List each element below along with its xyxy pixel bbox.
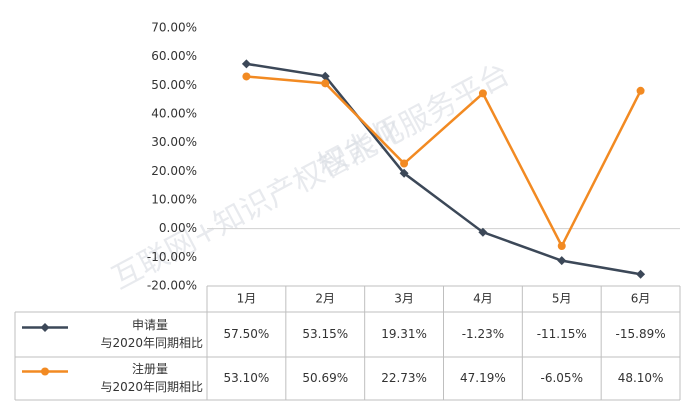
point [40,323,50,332]
table-value: 19.31% [381,327,427,341]
table-value: 50.69% [302,371,348,385]
table-value: -6.05% [541,371,583,385]
x-tick-label: 5月 [552,292,572,306]
table-value: -1.23% [462,327,504,341]
series-line [246,75,642,249]
legend-sublabel: 与2020年同期相比 [100,380,203,394]
x-tick-label: 4月 [473,292,493,306]
point [400,159,409,168]
x-tick-label: 3月 [394,292,414,306]
point [41,367,49,376]
y-tick-label: -20.00% [147,279,197,293]
table-value: 53.10% [224,371,270,385]
point [478,89,487,98]
y-tick-label: 20.00% [151,164,197,178]
point [557,242,566,251]
y-tick-label: 40.00% [151,107,197,121]
series-line [246,62,641,276]
point [242,72,251,81]
y-tick-label: 30.00% [151,135,197,149]
x-tick-label: 2月 [315,292,335,306]
point [321,79,330,88]
y-tick-label: 0.00% [159,221,197,235]
x-tick-label: 1月 [237,292,257,306]
table-value: -15.89% [616,327,666,341]
legend-label: 注册量 [132,361,168,376]
y-tick-label: -10.00% [147,250,197,264]
point [241,59,251,69]
point [478,227,488,237]
y-tick-label: 70.00% [151,21,197,35]
point [636,269,646,279]
table-value: 22.73% [381,371,427,385]
y-tick-label: 50.00% [151,78,197,92]
point [320,71,330,81]
point [557,256,567,266]
table-value: 53.15% [302,327,348,341]
point [399,168,409,178]
y-tick-label: 10.00% [151,193,197,207]
legend-label: 申请量 [132,318,168,332]
table-value: 48.10% [618,371,664,385]
y-tick-label: 60.00% [151,49,197,63]
legend-sublabel: 与2020年同期相比 [100,336,203,350]
x-tick-label: 6月 [631,292,651,306]
table-value: -11.15% [537,327,587,341]
table-value: 57.50% [224,327,270,341]
table-value: 47.19% [460,371,506,385]
point [636,86,645,95]
